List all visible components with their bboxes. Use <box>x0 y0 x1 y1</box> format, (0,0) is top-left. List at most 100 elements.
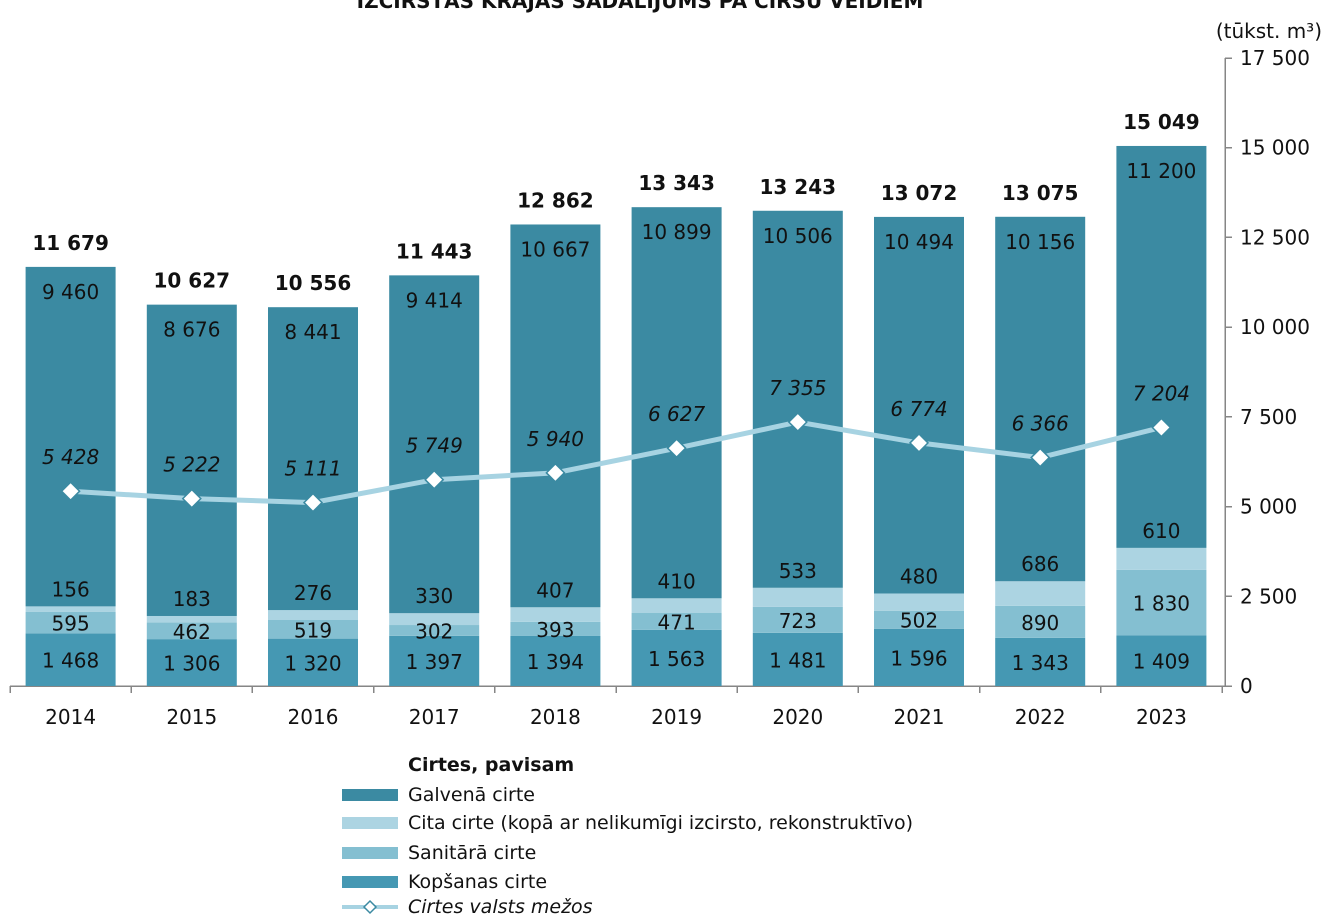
line-series-layer: 5 428 5 222 5 111 5 749 5 940 6 627 7 355 6 774… <box>42 376 1190 513</box>
y-tick-label: 5 000 <box>1240 495 1297 519</box>
total-label-2014: 11 679 <box>32 231 109 255</box>
bar-stack-2020 <box>752 210 843 686</box>
label-cita-cirte-2021: 480 <box>900 564 938 588</box>
label-cita-cirte-2017: 330 <box>415 584 453 608</box>
label-sanitara-cirte-2018: 393 <box>536 618 574 642</box>
bar-kopsanas-cirte-2021 <box>874 628 964 686</box>
legend-label-sanitara-cirte: Sanitārā cirte <box>408 842 536 864</box>
label-kopsanas-cirte-2016: 1 320 <box>284 651 341 675</box>
label-kopsanas-cirte-2015: 1 306 <box>163 652 220 676</box>
bar-kopsanas-cirte-2023 <box>1116 635 1207 686</box>
line-label-2018: 5 940 <box>527 427 584 451</box>
label-galvena-cirte-2014: 9 460 <box>42 280 99 304</box>
bar-galvena-cirte-2022 <box>995 216 1086 582</box>
bar-galvena-cirte-2015 <box>146 304 237 616</box>
label-cita-cirte-2019: 410 <box>658 569 696 593</box>
bar-kopsanas-cirte-2018 <box>510 635 601 686</box>
label-kopsanas-cirte-2020: 1 481 <box>769 648 826 672</box>
bar-stack-2021 <box>874 216 964 686</box>
bar-kopsanas-cirte-2019 <box>631 629 722 686</box>
line-label-2019: 6 627 <box>648 402 706 426</box>
label-galvena-cirte-2022: 10 156 <box>1005 230 1075 254</box>
line-label-2016: 5 111 <box>284 457 341 481</box>
x-tick-label-2020: 2020 <box>772 705 823 729</box>
label-galvena-cirte-2016: 8 441 <box>284 320 341 344</box>
bar-cita-cirte-2020 <box>752 587 843 607</box>
total-label-2017: 11 443 <box>396 239 473 263</box>
legend-diamond-marker-icon <box>362 899 378 915</box>
line-marker-2019 <box>666 438 687 459</box>
bar-cita-cirte-2022 <box>995 581 1086 606</box>
label-galvena-cirte-2023: 11 200 <box>1126 159 1196 183</box>
x-tick-label-2019: 2019 <box>651 705 702 729</box>
legend-label-kopsanas-cirte: Kopšanas cirte <box>408 871 547 893</box>
label-sanitara-cirte-2021: 502 <box>900 609 938 633</box>
line-marker-2022 <box>1030 447 1051 468</box>
label-galvena-cirte-2020: 10 506 <box>763 224 833 248</box>
label-sanitara-cirte-2016: 519 <box>294 618 332 642</box>
bar-stack-2022 <box>995 216 1086 686</box>
legend-title: Cirtes, pavisam <box>408 754 574 776</box>
bar-stack-2023 <box>1116 145 1207 686</box>
total-label-2022: 13 075 <box>1002 181 1079 205</box>
label-cita-cirte-2022: 686 <box>1021 552 1059 576</box>
label-kopsanas-cirte-2014: 1 468 <box>42 649 99 673</box>
bar-galvena-cirte-2014 <box>25 266 116 607</box>
label-cita-cirte-2018: 407 <box>536 578 574 602</box>
line-marker-2017 <box>424 469 445 490</box>
bar-sanitara-cirte-2021 <box>874 610 964 629</box>
line-marker-2015 <box>181 488 202 509</box>
label-sanitara-cirte-2015: 462 <box>173 620 211 644</box>
unit-label: (tūkst. m³) <box>1216 19 1322 43</box>
label-kopsanas-cirte-2022: 1 343 <box>1012 651 1069 675</box>
label-sanitara-cirte-2022: 890 <box>1021 611 1059 635</box>
label-sanitara-cirte-2023: 1 830 <box>1133 592 1190 616</box>
bar-cita-cirte-2014 <box>25 606 116 612</box>
bar-stack-2017 <box>389 275 480 686</box>
bar-stack-2016 <box>268 307 358 686</box>
label-cita-cirte-2023: 610 <box>1142 519 1180 543</box>
label-kopsanas-cirte-2023: 1 409 <box>1133 650 1190 674</box>
x-tick-label-2023: 2023 <box>1136 705 1187 729</box>
y-tick-label: 2 500 <box>1240 584 1297 608</box>
x-tick-label-2021: 2021 <box>894 705 945 729</box>
total-label-2015: 10 627 <box>154 269 231 293</box>
bar-sanitara-cirte-2017 <box>389 625 480 636</box>
label-galvena-cirte-2017: 9 414 <box>406 288 463 312</box>
y-tick-label: 12 500 <box>1240 225 1310 249</box>
line-marker-2023 <box>1151 417 1172 438</box>
label-cita-cirte-2020: 533 <box>779 559 817 583</box>
total-label-2018: 12 862 <box>517 188 594 212</box>
bar-sanitara-cirte-2018 <box>510 621 601 636</box>
line-label-2014: 5 428 <box>42 445 99 469</box>
line-cirtes-valsts <box>68 419 1164 506</box>
total-label-2016: 10 556 <box>275 271 352 295</box>
total-label-2021: 13 072 <box>881 181 958 205</box>
label-cita-cirte-2014: 156 <box>52 577 90 601</box>
x-tick-label-2017: 2017 <box>409 705 460 729</box>
total-label-2020: 13 243 <box>760 175 837 199</box>
line-label-2017: 5 749 <box>406 434 463 458</box>
x-tick-label-2016: 2016 <box>288 705 339 729</box>
label-sanitara-cirte-2020: 723 <box>779 609 817 633</box>
chart-title: IZCIRSTĀS KRĀJAS SADALĪJUMS PA CIRŠU VEI… <box>357 0 924 13</box>
bar-cita-cirte-2019 <box>631 598 722 614</box>
label-sanitara-cirte-2017: 302 <box>415 619 453 643</box>
legend-swatch-kopsanas-cirte <box>342 876 398 888</box>
bar-cita-cirte-2023 <box>1116 547 1207 570</box>
total-label-2023: 15 049 <box>1123 110 1200 134</box>
y-tick-label: 17 500 <box>1240 46 1310 70</box>
y-tick-label: 7 500 <box>1240 405 1297 429</box>
bar-kopsanas-cirte-2016 <box>268 638 358 686</box>
bar-kopsanas-cirte-2014 <box>25 633 116 686</box>
line-marker-2016 <box>302 492 324 513</box>
x-tick-label-2018: 2018 <box>530 705 581 729</box>
bar-galvena-cirte-2019 <box>631 207 722 599</box>
bar-sanitara-cirte-2014 <box>25 611 116 634</box>
bar-kopsanas-cirte-2020 <box>752 632 843 686</box>
legend-swatch-galvena-cirte <box>342 789 398 801</box>
legend: Cirtes, pavisam Galvenā cirte Cita cirte… <box>342 754 913 918</box>
x-tick-label-2014: 2014 <box>45 705 96 729</box>
line-label-2015: 5 222 <box>163 453 220 477</box>
